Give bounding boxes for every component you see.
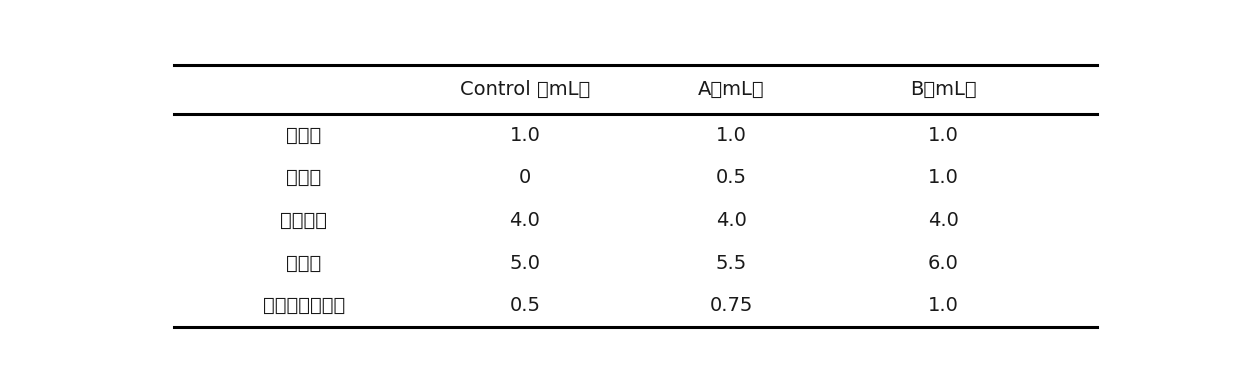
Text: 5.5: 5.5 <box>715 254 748 273</box>
Text: 总体积: 总体积 <box>286 254 321 273</box>
Text: 4.0: 4.0 <box>510 211 541 230</box>
Text: 1.0: 1.0 <box>717 126 746 145</box>
Text: 4.0: 4.0 <box>717 211 746 230</box>
Text: A（mL）: A（mL） <box>698 80 765 99</box>
Text: 液体一半的体积: 液体一半的体积 <box>263 296 345 315</box>
Text: 0.5: 0.5 <box>510 296 541 315</box>
Text: 0.75: 0.75 <box>711 296 753 315</box>
Text: 0.5: 0.5 <box>717 168 746 187</box>
Text: 1.0: 1.0 <box>928 296 959 315</box>
Text: 无菌空气: 无菌空气 <box>280 211 327 230</box>
Text: 聚桂醇: 聚桂醇 <box>286 126 321 145</box>
Text: 6.0: 6.0 <box>928 254 959 273</box>
Text: 4.0: 4.0 <box>928 211 959 230</box>
Text: 优维显: 优维显 <box>286 168 321 187</box>
Text: 5.0: 5.0 <box>510 254 541 273</box>
Text: B（mL）: B（mL） <box>910 80 976 99</box>
Text: 1.0: 1.0 <box>510 126 541 145</box>
Text: 1.0: 1.0 <box>928 126 959 145</box>
Text: 0: 0 <box>518 168 531 187</box>
Text: Control （mL）: Control （mL） <box>460 80 590 99</box>
Text: 1.0: 1.0 <box>928 168 959 187</box>
